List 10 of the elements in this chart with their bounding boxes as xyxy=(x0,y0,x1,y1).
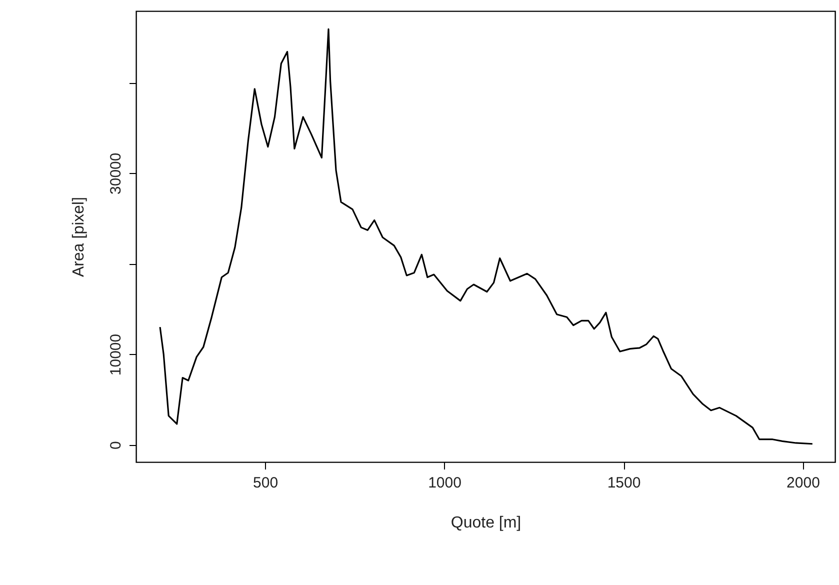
y-axis-title: Area [pixel] xyxy=(70,196,88,278)
x-tick-label: 1500 xyxy=(607,474,641,492)
y-tick-label: 30000 xyxy=(108,152,124,194)
y-tick-label: 0 xyxy=(108,441,124,450)
x-tick-label: 1000 xyxy=(428,474,462,492)
x-axis-title: Quote [m] xyxy=(450,514,522,532)
y-tick-label: 10000 xyxy=(108,334,124,376)
x-tick-label: 500 xyxy=(253,474,278,492)
line-series xyxy=(159,28,814,445)
x-tick-label: 2000 xyxy=(786,474,820,492)
